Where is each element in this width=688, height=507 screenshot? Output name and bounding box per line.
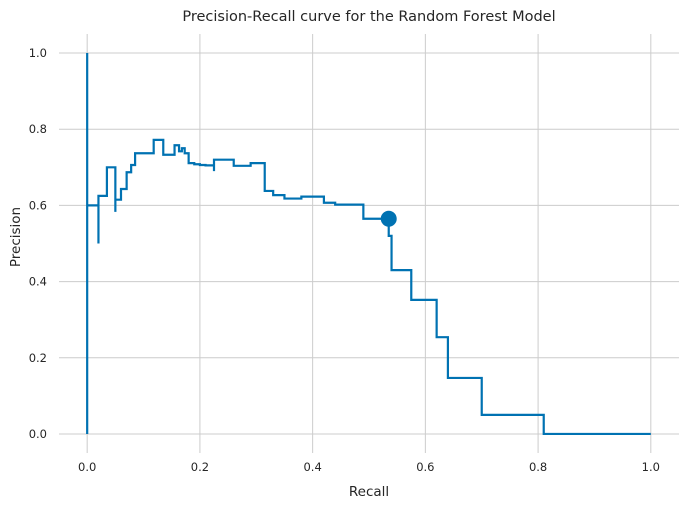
x-axis-label: Recall <box>349 484 389 500</box>
y-tick-label: 0.0 <box>29 427 47 441</box>
y-tick-label: 0.2 <box>29 351 47 365</box>
y-axis-tick-labels: 0.0 0.2 0.4 0.6 0.8 1.0 <box>29 46 47 441</box>
x-tick-label: 0.2 <box>191 460 209 474</box>
y-tick-label: 0.4 <box>29 275 47 289</box>
x-tick-label: 0.8 <box>529 460 547 474</box>
x-tick-label: 1.0 <box>642 460 660 474</box>
x-tick-label: 0.0 <box>78 460 96 474</box>
x-tick-label: 0.4 <box>303 460 321 474</box>
operating-point-marker <box>380 210 397 227</box>
y-tick-label: 1.0 <box>29 46 47 60</box>
chart-title: Precision-Recall curve for the Random Fo… <box>182 9 555 25</box>
grid-lines <box>59 34 679 453</box>
plot-area-background <box>59 21 679 453</box>
x-tick-label: 0.6 <box>416 460 434 474</box>
y-tick-label: 0.8 <box>29 122 47 136</box>
x-axis-tick-labels: 0.0 0.2 0.4 0.6 0.8 1.0 <box>78 460 660 474</box>
precision-recall-line <box>86 53 651 436</box>
y-tick-label: 0.6 <box>29 198 47 212</box>
y-axis-label: Precision <box>8 207 24 267</box>
